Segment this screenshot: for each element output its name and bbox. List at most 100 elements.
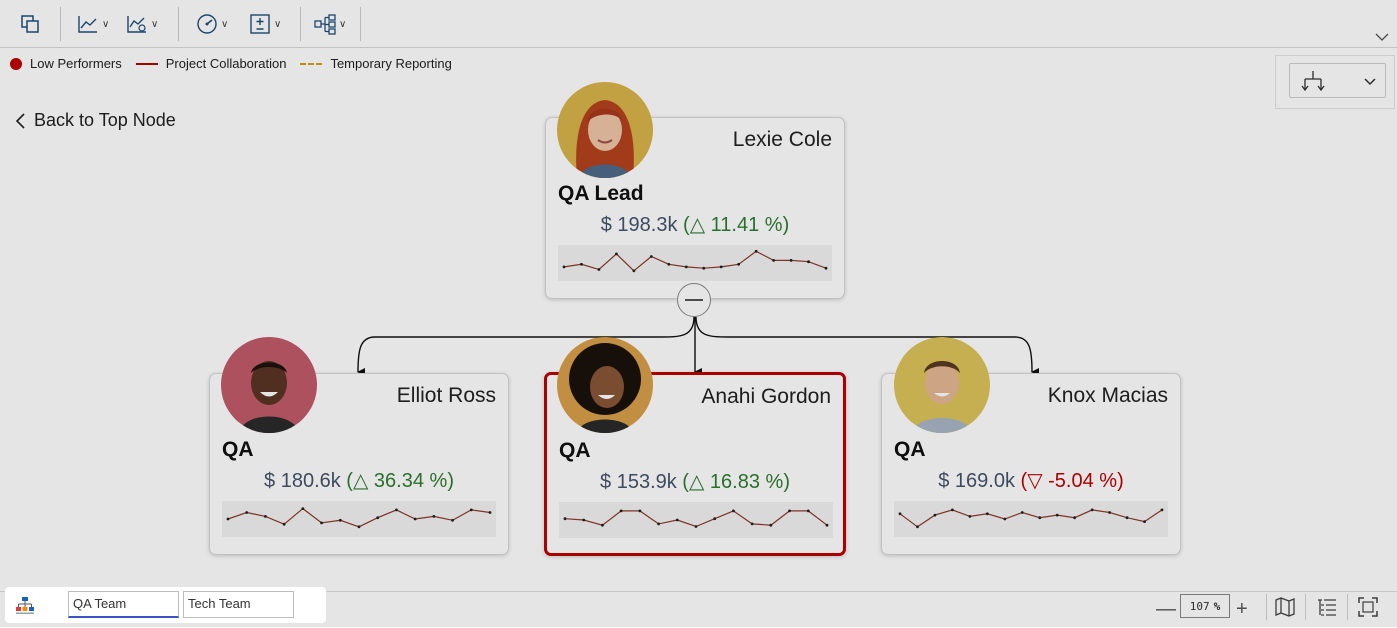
sparkline-point [597,268,601,271]
chevron-down-icon[interactable] [1375,30,1389,44]
sparkline-point [933,513,937,517]
sparkline-point [601,523,604,527]
sparkline-point [245,511,249,514]
layout-direction-select[interactable] [1289,63,1386,98]
sparkline-point [807,260,810,264]
collapse-children-button[interactable] [677,283,711,317]
node-role: QA Lead [558,182,644,205]
chevron-down-icon: ∨ [221,18,229,30]
chevron-down-icon [1364,77,1376,85]
fullscreen-icon[interactable] [1358,597,1378,617]
node-metric: $ 153.9k (△ 16.83 %) [600,471,790,493]
sparkline-point [632,269,636,273]
line-chart-button[interactable]: ∨ [76,8,109,40]
node-name: Knox Macias [1047,384,1168,407]
map-icon[interactable] [1274,597,1296,617]
sparkline-point [580,262,583,266]
node-amount: $ 153.9k [600,471,677,493]
org-chart-icon [16,597,34,614]
sparkline-point [788,509,791,513]
sparkline-point [376,516,380,520]
legend-low-performers: Low Performers [10,56,122,71]
export-button[interactable] [18,8,42,40]
sparkline-point [694,525,698,528]
sparkline-point [1073,516,1077,520]
sparkline-point [563,517,567,521]
node-percent: -5.04 % [1048,470,1118,492]
sparkline-point [488,511,492,514]
org-structure-icon [314,14,336,35]
legend-project-collaboration: Project Collaboration [135,56,287,71]
node-metric: $ 198.3k (△ 11.41 %) [600,214,790,236]
sparkline-point [789,259,793,262]
legend-label: Low Performers [30,56,122,71]
chevron-down-icon: ∨ [274,18,282,30]
sparkline-point [806,509,810,513]
sparkline-point [649,255,653,258]
sparkline-point [338,518,342,522]
node-name: Anahi Gordon [701,385,831,408]
line-chart-icon [78,16,97,33]
sparkline-point [469,508,473,512]
node-amount: $ 180.6k [264,470,341,492]
sparkline-point [713,517,717,521]
sparkline-point [1125,516,1129,520]
tab-tech-team[interactable]: Tech Team [183,591,294,618]
plus-minus-icon [250,14,270,34]
sparkline-point [1055,513,1059,517]
avatar-anahi-gordon [557,337,653,433]
sparkline-point [750,522,754,526]
node-name: Lexie Cole [732,128,832,151]
sparkline-point [451,518,454,522]
sparkline-path [564,510,828,528]
plus-minus-button[interactable]: ∨ [248,8,281,40]
org-structure-button[interactable]: ∨ [313,8,346,40]
sparkline-point [264,515,267,518]
trend-up-icon: △ [352,470,369,492]
toolbar: ∨ ∨ ∨ ∨ ∨ [0,0,1397,48]
sparkline [894,501,1168,537]
node-percent: 36.34 % [373,470,448,492]
sparkline-point [1160,508,1164,512]
list-tree-icon[interactable] [1316,598,1338,616]
node-amount: $ 198.3k [600,214,678,236]
node-percent: 16.83 % [709,471,784,493]
gauge-icon [197,14,217,34]
sparkline-point [732,509,735,513]
chart-settings-icon [127,16,146,33]
zoom-out-button[interactable]: — [1156,598,1176,620]
sparkline-point [1003,517,1007,521]
sparkline-point [702,266,706,270]
node-amount: $ 169.0k [938,470,1015,492]
export-icon [21,15,39,33]
chart-settings-button[interactable]: ∨ [125,8,158,40]
node-card-anahi-gordon[interactable]: Anahi Gordon QA $ 153.9k (△ 16.83 %) [544,372,846,556]
sparkline [558,245,832,281]
sparkline-path [563,250,827,272]
zoom-in-button[interactable]: + [1236,598,1248,620]
node-role: QA [894,438,926,461]
back-to-top-node-link[interactable]: Back to Top Node [14,110,176,131]
sparkline-point [772,259,775,262]
gauge-button[interactable]: ∨ [195,8,228,40]
trend-down-icon: ▽ [1027,470,1043,492]
back-label: Back to Top Node [34,110,176,130]
sparkline-point [301,507,305,510]
sparkline-point [282,522,286,526]
tab-qa-team[interactable]: QA Team [68,591,179,618]
sparkline-point [667,262,671,266]
trend-up-icon: △ [689,214,706,236]
zoom-level-input[interactable]: 107% [1180,594,1230,618]
red-dot-icon [10,57,22,70]
chevron-left-icon [15,112,25,129]
node-role: QA [559,439,591,462]
zoom-value: 107 [1189,599,1210,613]
legend: Low Performers Project Collaboration Tem… [10,56,466,71]
sparkline-path [227,507,491,528]
legend-label: Project Collaboration [165,56,287,71]
connector-to-knox [695,316,1040,376]
sparkline-point [1020,511,1024,514]
sparkline-point [226,517,230,521]
